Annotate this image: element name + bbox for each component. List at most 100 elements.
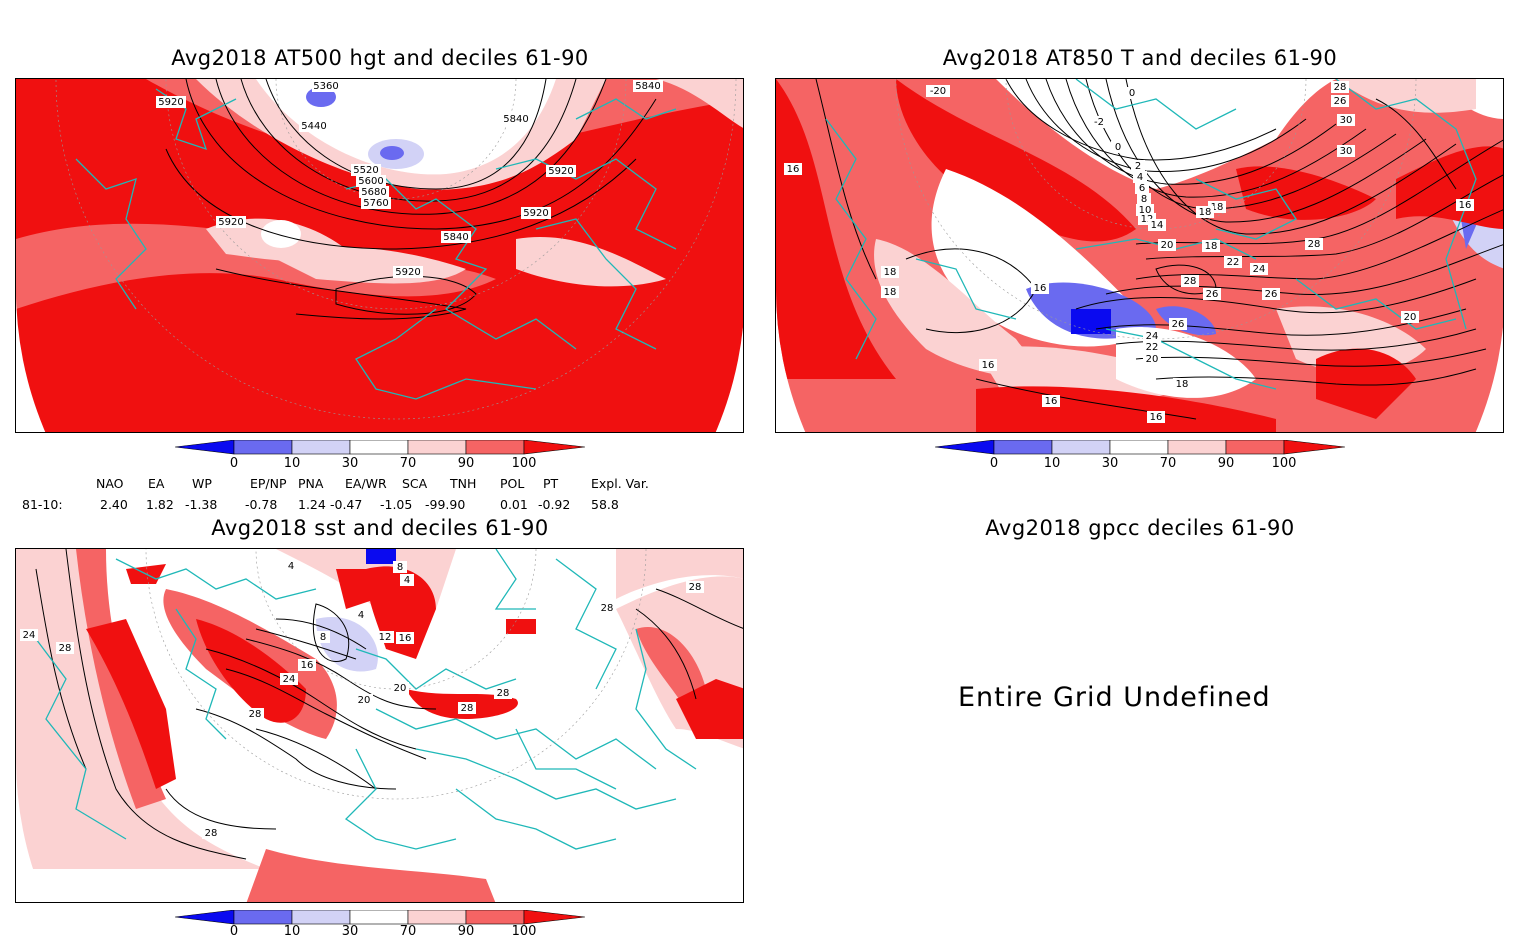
contour-label: 5920 [548, 166, 573, 177]
contour-label: 30 [1340, 115, 1353, 126]
contour-label: 5680 [361, 187, 386, 198]
contour-label: 5920 [395, 267, 420, 278]
index-row-label: 81-10: [22, 497, 63, 512]
index-header: NAO [96, 476, 124, 491]
index-header: PNA [298, 476, 324, 491]
colorbar-tick: 70 [399, 456, 417, 471]
contour-label: 5840 [635, 81, 660, 92]
index-header: WP [192, 476, 212, 491]
contour-label: 24 [283, 674, 296, 685]
contour-label: 12 [379, 632, 392, 643]
contour-label: 5840 [503, 114, 528, 125]
index-header: EA [148, 476, 165, 491]
index-header: TNH [450, 476, 477, 491]
contour-label: 22 [1146, 342, 1159, 353]
contour-label: 28 [205, 828, 218, 839]
contour-label: 16 [1459, 200, 1472, 211]
index-value: -1.05 [380, 497, 413, 512]
colorbar-tick: 10 [1043, 456, 1061, 471]
index-value: 1.82 [146, 497, 174, 512]
contour-label: 28 [59, 643, 72, 654]
colorbar-sst: 0 10 30 70 90 100 [174, 909, 586, 940]
panel-title-t850: Avg2018 AT850 T and deciles 61-90 [942, 46, 1338, 70]
contour-label: 28 [601, 603, 614, 614]
contour-label: 16 [1045, 396, 1058, 407]
contour-label: 5360 [313, 81, 338, 92]
contour-label: 20 [358, 695, 371, 706]
contour-label: 10 [1139, 205, 1152, 216]
contour-label: 18 [884, 287, 897, 298]
index-value: -99.90 [425, 497, 466, 512]
index-value: -0.47 [330, 497, 363, 512]
contour-label: 5920 [218, 217, 243, 228]
contour-label: 5760 [363, 198, 388, 209]
map-hgt: 5360 5920 5440 5520 5600 5680 5760 5840 … [15, 78, 744, 433]
contour-label: 28 [1334, 82, 1347, 93]
colorbar-tick: 10 [283, 924, 301, 939]
contour-label: 16 [301, 660, 314, 671]
contour-label: 5840 [443, 232, 468, 243]
colorbar-tick: 0 [229, 924, 239, 939]
colorbar-tick: 30 [341, 456, 359, 471]
contour-label: -2 [1094, 117, 1104, 128]
contour-label: 14 [1151, 220, 1164, 231]
index-header: Expl. Var. [591, 476, 649, 491]
panel-title-gpcc: Avg2018 gpcc deciles 61-90 [985, 516, 1295, 540]
contour-label: 28 [249, 709, 262, 720]
colorbar-tick: 90 [457, 456, 475, 471]
contour-label: 28 [1308, 239, 1321, 250]
colorbar-tick: 100 [1271, 456, 1297, 471]
colorbar-tick: 70 [1159, 456, 1177, 471]
contour-label: 20 [394, 683, 407, 694]
contour-label: 5920 [523, 208, 548, 219]
colorbar-hgt: 0 10 30 70 90 100 [174, 439, 586, 476]
contour-label: 18 [1211, 202, 1224, 213]
contour-label: 5920 [158, 97, 183, 108]
contour-label: 22 [1227, 257, 1240, 268]
index-value: -1.38 [185, 497, 218, 512]
contour-label: 2 [1135, 161, 1141, 172]
contour-label: 5520 [353, 165, 378, 176]
contour-label: 18 [1176, 379, 1189, 390]
contour-label: 8 [1141, 194, 1147, 205]
contour-label: 26 [1206, 289, 1219, 300]
contour-label: 28 [1184, 276, 1197, 287]
contour-label: 5440 [301, 121, 326, 132]
contour-label: 0 [1129, 88, 1135, 99]
colorbar-tick: 100 [511, 924, 537, 939]
colorbar-tick: 70 [399, 924, 417, 939]
contour-label: 16 [787, 164, 800, 175]
colorbar-tick: 0 [989, 456, 999, 471]
index-value: 0.01 [500, 497, 528, 512]
contour-label: 26 [1265, 289, 1278, 300]
contour-label: 4 [288, 561, 294, 572]
colorbar-tick: 90 [1217, 456, 1235, 471]
contour-label: 24 [1253, 264, 1266, 275]
contour-label: 20 [1146, 354, 1159, 365]
colorbar-tick: 10 [283, 456, 301, 471]
contour-label: 16 [982, 360, 995, 371]
colorbar-tick: 0 [229, 456, 239, 471]
colorbar-t850: 0 10 30 70 90 100 [934, 439, 1346, 476]
contour-label: 20 [1404, 312, 1417, 323]
contour-label: 4 [1137, 172, 1143, 183]
contour-label: 26 [1334, 96, 1347, 107]
contour-label: 20 [1161, 240, 1174, 251]
colorbar-tick: 30 [341, 924, 359, 939]
contour-label: 28 [689, 582, 702, 593]
contour-label: -20 [930, 86, 946, 97]
contour-label: 4 [404, 575, 410, 586]
contour-label: 12 [1141, 214, 1154, 225]
contour-label: 18 [884, 267, 897, 278]
index-value: 2.40 [100, 497, 128, 512]
contour-label: 8 [320, 632, 326, 643]
index-value: 58.8 [591, 497, 619, 512]
contour-label: 30 [1340, 146, 1353, 157]
contour-label: 26 [1172, 319, 1185, 330]
index-header: EP/NP [250, 476, 287, 491]
contour-label: 8 [397, 562, 403, 573]
index-value: 1.24 [298, 497, 326, 512]
contour-label: 16 [399, 633, 412, 644]
contour-label: 0 [1115, 142, 1121, 153]
colorbar-tick: 100 [511, 456, 537, 471]
